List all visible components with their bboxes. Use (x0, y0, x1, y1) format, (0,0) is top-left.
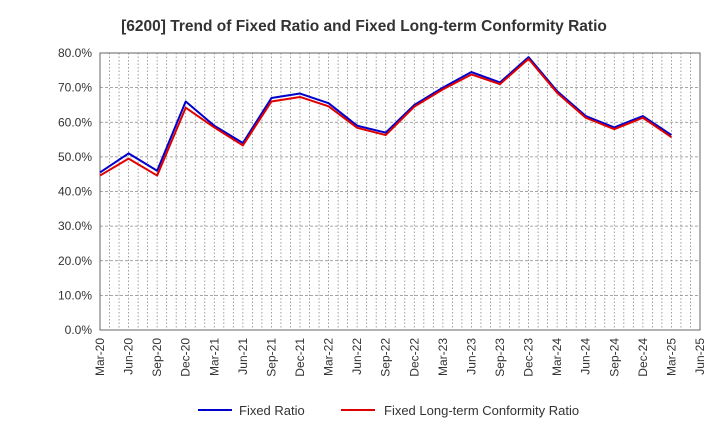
x-tick-label: Dec-21 (293, 338, 307, 377)
x-tick-label: Sep-23 (493, 338, 507, 377)
y-tick-label: 20.0% (58, 254, 92, 268)
series-lines (99, 56, 672, 177)
axes (99, 52, 701, 331)
plot-border (99, 52, 701, 331)
x-tick-label: Sep-20 (150, 338, 164, 377)
legend-label: Fixed Long-term Conformity Ratio (384, 403, 579, 418)
x-tick-label: Mar-23 (436, 338, 450, 376)
grid-lines (99, 52, 701, 331)
legend-label: Fixed Ratio (239, 403, 305, 418)
chart-title: [6200] Trend of Fixed Ratio and Fixed Lo… (121, 18, 607, 35)
y-tick-label: 40.0% (58, 185, 92, 199)
series-line-fixed-long-term-conformity-ratio (99, 57, 672, 177)
x-tick-label: Dec-23 (522, 338, 536, 377)
x-tick-label: Sep-21 (264, 338, 278, 377)
y-tick-label: 0.0% (65, 323, 93, 337)
x-tick-label: Jun-20 (122, 338, 136, 375)
x-tick-label: Dec-22 (407, 338, 421, 377)
x-tick-label: Mar-24 (550, 338, 564, 376)
x-tick-label: Mar-20 (93, 338, 107, 376)
x-tick-label: Mar-22 (322, 338, 336, 376)
y-tick-label: 10.0% (58, 288, 92, 302)
y-axis-tick-labels: 0.0% 10.0% 20.0% 30.0% 40.0% 50.0% 60.0% 70.0% 8… (58, 46, 92, 337)
x-tick-label: Mar-25 (664, 338, 678, 376)
legend: Fixed Ratio Fixed Long-term Conformity Ra… (198, 403, 579, 418)
x-tick-label: Jun-23 (464, 338, 478, 375)
y-tick-label: 70.0% (58, 81, 92, 95)
y-tick-label: 30.0% (58, 219, 92, 233)
y-tick-label: 80.0% (58, 46, 92, 60)
x-tick-label: Dec-24 (636, 338, 650, 377)
y-tick-label: 50.0% (58, 150, 92, 164)
x-tick-label: Sep-22 (379, 338, 393, 377)
y-tick-label: 60.0% (58, 115, 92, 129)
x-axis-tick-labels: Mar-20 Jun-20 Sep-20 Dec-20 Mar-21 Jun-21 Sep-… (93, 338, 707, 377)
x-tick-label: Jun-21 (236, 338, 250, 375)
series-line-fixed-ratio (99, 56, 672, 174)
x-tick-label: Mar-21 (207, 338, 221, 376)
x-tick-label: Jun-22 (350, 338, 364, 375)
x-tick-label: Jun-24 (579, 338, 593, 375)
x-tick-label: Dec-20 (179, 338, 193, 377)
x-tick-label: Jun-25 (693, 338, 707, 375)
x-tick-label: Sep-24 (607, 338, 621, 377)
